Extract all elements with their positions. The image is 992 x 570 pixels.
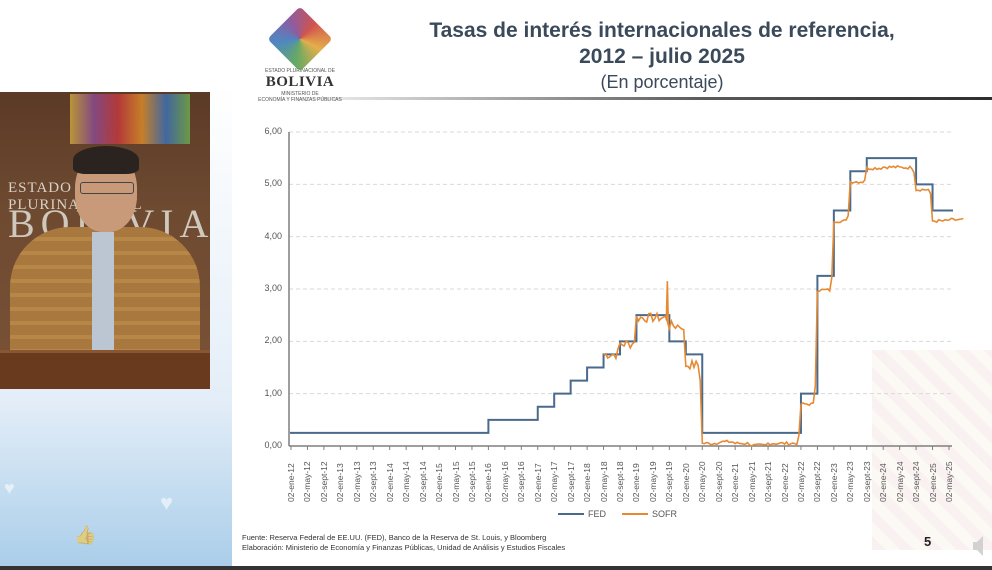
podium	[0, 350, 210, 389]
presentation-slide: ESTADO PLURINACIONAL DE BOLIVIA MINISTER…	[232, 0, 992, 570]
source-line: Fuente: Reserva Federal de EE.UU. (FED),…	[242, 533, 547, 542]
y-axis-tick-label: 1,00	[264, 387, 282, 398]
x-axis-tick-label: 02-sept-12	[318, 461, 329, 502]
y-axis-tick-label: 3,00	[264, 283, 282, 293]
y-axis-tick-label: 6,00	[264, 126, 282, 136]
x-axis-tick-label: 02-sept-17	[565, 461, 576, 502]
title-divider	[272, 97, 992, 100]
y-axis-tick-label: 0,00	[264, 440, 282, 450]
title-line2: 2012 – julio 2025	[579, 45, 745, 68]
x-axis-tick-label: 02-sept-19	[664, 461, 675, 502]
x-axis-tick-label: 02-ene-14	[384, 463, 395, 502]
x-axis-tick-label: 02-ene-17	[532, 463, 543, 502]
x-axis-tick-label: 02-sept-23	[861, 461, 872, 502]
x-axis-tick-label: 02-sept-22	[812, 461, 823, 502]
x-axis-tick-label: 02-sept-18	[615, 461, 625, 502]
chart-legend: FED SOFR	[558, 509, 677, 519]
x-axis-tick-label: 02-ene-18	[582, 463, 593, 502]
x-axis-tick-label: 02-may-23	[845, 461, 856, 502]
x-axis-tick-label: 02-may-16	[499, 461, 510, 502]
x-axis-tick-label: 02-ene-13	[335, 463, 346, 502]
heart-icon: ♥	[4, 478, 15, 498]
legend-swatch-sofr	[622, 513, 648, 515]
x-axis-tick-label: 02-sept-20	[713, 461, 724, 502]
legend-label-sofr: SOFR	[652, 509, 678, 519]
logo-sub-line1: MINISTERIO DE	[281, 91, 319, 97]
chart-plot	[288, 131, 964, 450]
x-axis-tick-label: 02-may-21	[746, 461, 757, 502]
x-axis-tick-label: 02-ene-23	[828, 463, 839, 502]
logo-sub-line2: ECONOMÍA Y FINANZAS PÚBLICAS	[258, 97, 342, 103]
x-axis-tick-label: 02-ene-16	[483, 463, 494, 502]
bottom-edge	[0, 566, 992, 570]
x-axis-tick-label: 02-ene-21	[730, 463, 741, 502]
x-axis-tick-label: 02-sept-13	[368, 461, 379, 502]
x-axis-tick-label: 02-may-20	[697, 461, 708, 502]
x-axis-tick-label: 02-ene-20	[680, 463, 691, 502]
x-axis-tick-label: 02-sept-15	[466, 461, 477, 502]
presenter-hair	[73, 146, 139, 174]
x-axis-tick-label: 02-may-25	[944, 461, 954, 502]
legend-item-sofr: SOFR	[622, 509, 677, 519]
presenter-shirt	[92, 232, 114, 352]
x-axis-tick-label: 02-sept-21	[763, 461, 774, 502]
decorative-pattern	[872, 350, 992, 550]
heart-icon: ♥	[160, 490, 174, 515]
x-axis-tick-label: 02-ene-22	[779, 463, 790, 502]
x-axis-tick-label: 02-ene-24	[878, 463, 889, 502]
page-number: 5	[924, 534, 932, 549]
thumbs-up-icon: 👍	[74, 525, 97, 545]
logo-name: BOLIVIA	[265, 74, 335, 90]
slide-subtitle: (En porcentaje)	[600, 72, 724, 92]
y-axis-tick-label: 5,00	[264, 178, 282, 189]
x-axis-tick-label: 02-sept-16	[516, 461, 527, 502]
x-axis-tick-label: 02-may-18	[598, 461, 609, 502]
x-axis-tick-label: 02-sept-24	[911, 461, 922, 502]
interest-rate-chart: 0,00 1,00 2,00 3,00 4,00 5,00 6,00 02-ene-12 02-…	[232, 0, 992, 570]
x-axis-tick-label: 02-may-17	[549, 461, 560, 502]
sofr-spike	[665, 281, 670, 326]
ministry-logo: ESTADO PLURINACIONAL DE BOLIVIA MINISTER…	[240, 6, 360, 103]
title-line1: Tasas de interés internacionales de refe…	[429, 19, 895, 42]
x-axis-tick-label: 02-may-15	[450, 461, 461, 502]
x-axis-tick-label: 02-may-14	[401, 461, 412, 502]
y-axis-tick-label: 4,00	[264, 230, 282, 241]
x-axis-tick-label: 02-ene-19	[631, 463, 642, 502]
x-axis-tick-label: 02-may-12	[302, 461, 313, 502]
x-axis-tick-label: 02-may-13	[351, 461, 362, 502]
x-axis-tick-label: 02-ene-25	[927, 463, 938, 502]
x-axis-tick-label: 02-sept-14	[417, 461, 428, 502]
fed-series-line	[290, 157, 953, 434]
wall-emblem	[70, 94, 190, 144]
speaker-icon[interactable]	[973, 536, 983, 556]
x-axis-tick-label: 02-ene-15	[434, 463, 445, 502]
elaboration-line: Elaboración: Ministerio de Economía y Fi…	[242, 543, 566, 552]
sofr-series-line	[603, 164, 964, 447]
logo-top-caption: ESTADO PLURINACIONAL DE	[264, 68, 335, 74]
x-axis-tick-label: 02-ene-12	[286, 463, 296, 502]
legend-label-fed: FED	[588, 509, 606, 519]
x-axis-tick-label: 02-may-22	[795, 461, 806, 502]
presenter-video[interactable]: ESTADO PLURINACIONAL BOLIVIA	[0, 92, 210, 389]
presenter-video-panel: ESTADO PLURINACIONAL BOLIVIA ♥ ♥ 👍	[0, 0, 232, 570]
legend-item-fed: FED	[558, 509, 606, 519]
legend-swatch-fed	[558, 513, 584, 515]
x-axis-tick-label: 02-may-24	[894, 461, 905, 502]
presenter-glasses	[80, 182, 134, 194]
x-axis-tick-label: 02-may-19	[647, 461, 658, 502]
slide-title: Tasas de interés internacionales de refe…	[382, 18, 942, 70]
source-note: Fuente: Reserva Federal de EE.UU. (FED),…	[242, 533, 565, 553]
y-axis-tick-label: 2,00	[264, 335, 282, 346]
